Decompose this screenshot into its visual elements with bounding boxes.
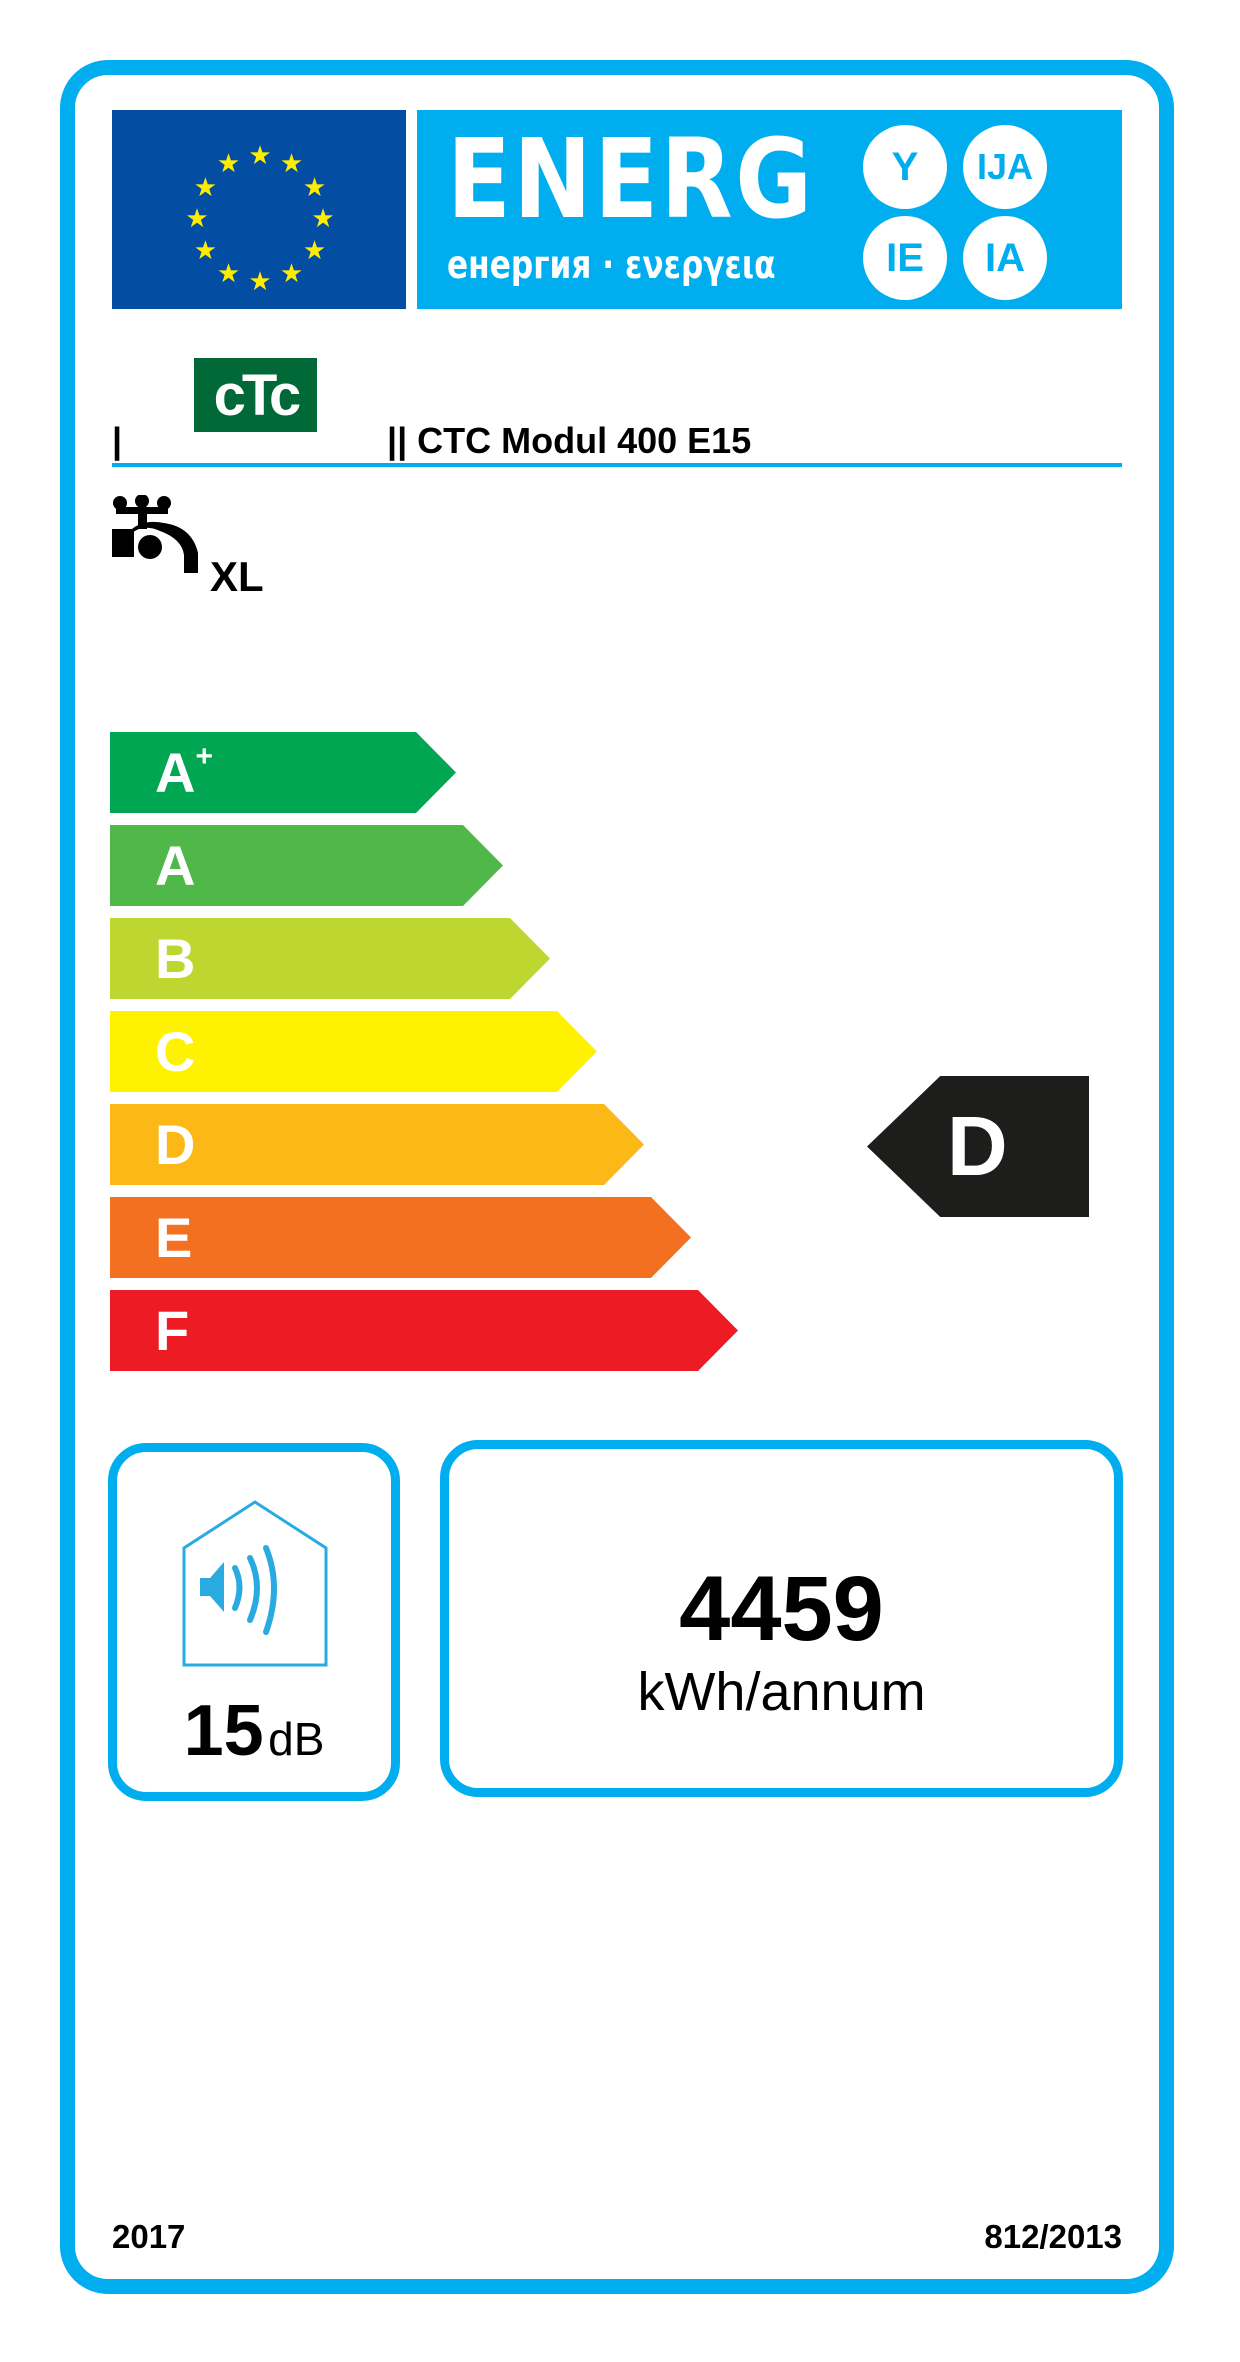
suffix-y: Y (863, 125, 947, 209)
eu-star-icon: ★ (193, 171, 218, 202)
scale-label: F (155, 1299, 190, 1362)
scale-bar-b: B (110, 918, 550, 999)
eu-star-icon: ★ (279, 148, 304, 179)
eu-star-icon: ★ (248, 140, 272, 170)
eu-flag: ★ ★ ★ ★ ★ ★ ★ ★ ★ ★ ★ ★ (112, 110, 406, 309)
energy-header: ENERG енергия · ενεργεια Y IJA IE IA (417, 110, 1122, 309)
divider (112, 463, 1122, 467)
noise-level: 15 dB (117, 1690, 391, 1772)
eu-star-icon: ★ (302, 234, 327, 265)
eu-star-icon: ★ (311, 203, 335, 233)
eu-star-icon: ★ (302, 171, 327, 202)
energy-unit: kWh/annum (637, 1662, 926, 1722)
supplier-name: | (112, 420, 123, 461)
energy-consumption-box: 4459 kWh/annum (440, 1440, 1123, 1797)
scale-label: C (155, 1020, 196, 1083)
scale-label: B (155, 927, 196, 990)
eu-star-icon: ★ (185, 203, 209, 233)
load-profile: XL (210, 553, 264, 600)
suffix-ija: IJA (963, 125, 1047, 209)
ctc-logo: cTc (194, 358, 317, 432)
noise-unit: dB (268, 1713, 325, 1765)
eu-star-icon: ★ (216, 257, 241, 288)
header-subtitle: енергия · ενεργεια (447, 243, 776, 288)
eu-star-icon: ★ (193, 234, 218, 265)
label-year: 2017 (112, 2218, 186, 2255)
scale-bar-f: F (110, 1290, 738, 1371)
scale-bar-a-plus: A+ (110, 732, 456, 813)
water-tap-icon (112, 495, 198, 573)
scale-label: E (155, 1206, 193, 1269)
model-identifier: || CTC Modul 400 E15 (387, 420, 752, 461)
regulation-number: 812/2013 (984, 2218, 1122, 2255)
scale-label-sup: + (195, 740, 213, 773)
scale-bar-a: A (110, 825, 503, 906)
suffix-ie: IE (863, 216, 947, 300)
eu-star-icon: ★ (248, 266, 272, 296)
noise-value: 15 (183, 1691, 264, 1771)
scale-bar-d: D (110, 1104, 644, 1185)
scale-label: D (155, 1113, 196, 1176)
scale-bar-c: C (110, 1011, 597, 1092)
header-title: ENERG (447, 115, 815, 243)
label-frame (60, 60, 1174, 2294)
scale-label: A (155, 834, 196, 897)
noise-box: 15 dB (108, 1443, 400, 1801)
scale-bar-e: E (110, 1197, 691, 1278)
eu-star-icon: ★ (279, 257, 304, 288)
energy-value: 4459 (679, 1558, 884, 1660)
suffix-ia: IA (963, 216, 1047, 300)
scale-label: A (155, 741, 196, 804)
speaker-house-icon (182, 1500, 328, 1667)
eu-star-icon: ★ (216, 148, 241, 179)
